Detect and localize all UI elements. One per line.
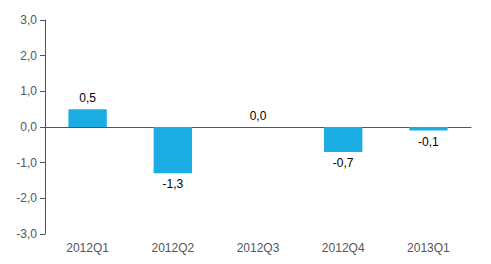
svg-text:-1,3: -1,3 — [162, 177, 183, 191]
svg-text:2012Q1: 2012Q1 — [66, 241, 109, 255]
svg-text:0,0: 0,0 — [250, 109, 267, 123]
svg-text:-2,0: -2,0 — [16, 191, 37, 205]
svg-text:-0,1: -0,1 — [418, 135, 439, 149]
svg-text:0,0: 0,0 — [20, 120, 37, 134]
svg-text:-1,0: -1,0 — [16, 156, 37, 170]
svg-text:2012Q2: 2012Q2 — [151, 241, 194, 255]
svg-text:3,0: 3,0 — [20, 13, 37, 27]
svg-text:2013Q1: 2013Q1 — [407, 241, 450, 255]
svg-text:0,5: 0,5 — [79, 91, 96, 105]
svg-text:1,0: 1,0 — [20, 84, 37, 98]
svg-text:2012Q4: 2012Q4 — [322, 241, 365, 255]
svg-text:2012Q3: 2012Q3 — [237, 241, 280, 255]
svg-text:-3,0: -3,0 — [16, 227, 37, 241]
svg-text:2,0: 2,0 — [20, 49, 37, 63]
svg-text:-0,7: -0,7 — [333, 156, 354, 170]
